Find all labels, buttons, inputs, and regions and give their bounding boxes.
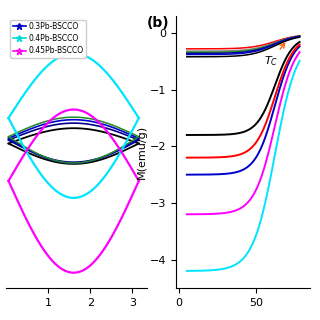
- Text: (b): (b): [147, 16, 169, 30]
- Y-axis label: M(emu/g): M(emu/g): [137, 125, 147, 179]
- Legend: 0.3Pb-BSCCO, 0.4Pb-BSCCO, 0.45Pb-BSCCO: 0.3Pb-BSCCO, 0.4Pb-BSCCO, 0.45Pb-BSCCO: [10, 20, 86, 58]
- Text: $T_C$: $T_C$: [264, 43, 284, 68]
